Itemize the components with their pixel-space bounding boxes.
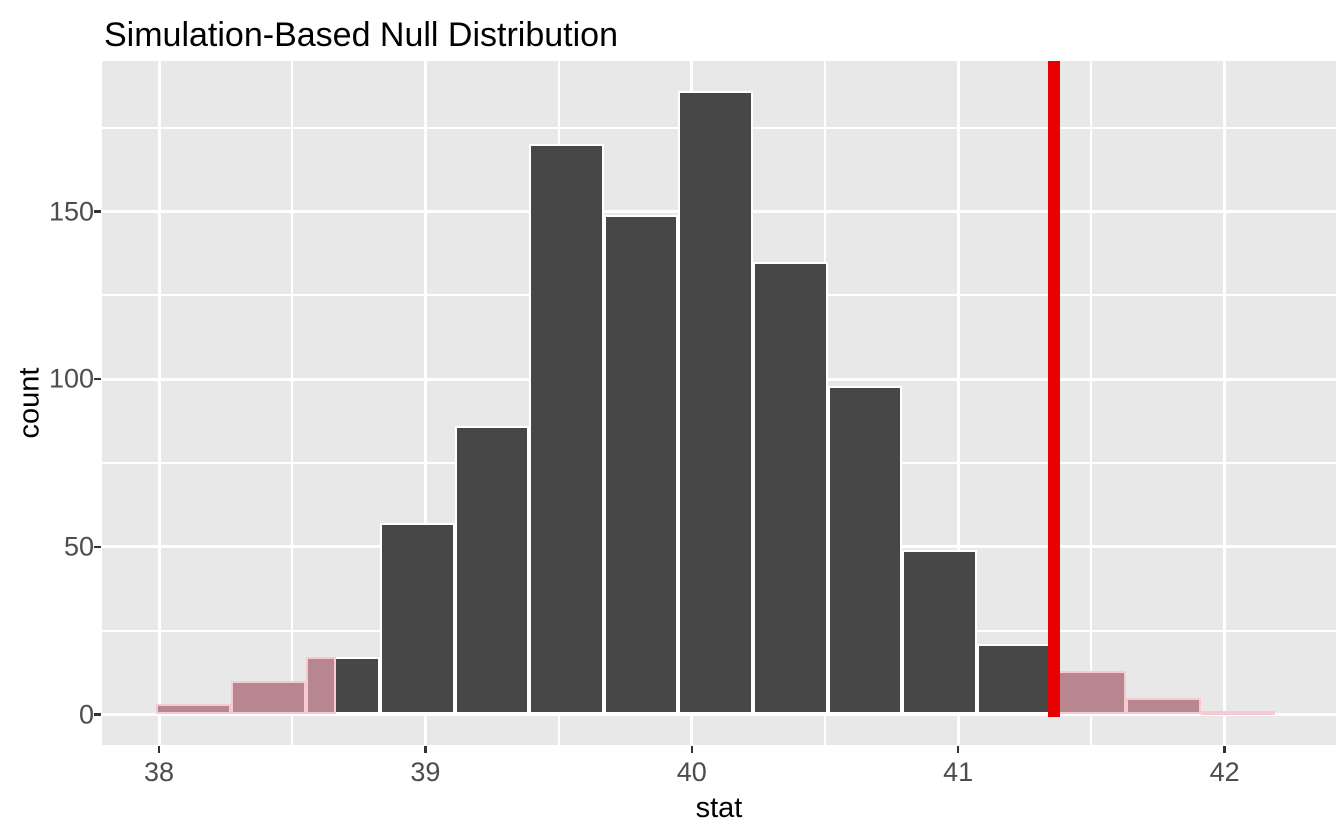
y-tick-label: 100 [48,363,94,394]
histogram-bar [529,144,604,715]
shaded-tail-bar [1054,670,1127,715]
histogram-bar [753,261,828,715]
y-axis-tick [94,545,101,549]
y-tick-label: 0 [78,699,94,729]
y-axis-tick [94,713,101,716]
x-tick-label: 42 [1209,757,1240,787]
plot-title: Simulation-Based Null Distribution [104,16,619,54]
histogram-bar [454,426,530,715]
y-tick-label: 50 [63,531,94,562]
x-tick-label: 40 [676,757,707,787]
plot-panel [102,61,1336,745]
shaded-tail-bar [305,657,337,715]
histogram-bar [827,385,903,715]
shaded-tail-bar [156,704,231,715]
x-axis-tick [956,746,960,753]
shaded-tail-bar [230,680,306,715]
x-axis-title: stat [695,792,743,824]
x-axis-tick [157,746,161,753]
shaded-tail-bar [1126,697,1201,715]
shaded-tail-bar [1200,711,1276,716]
major-gridline-vertical [157,61,161,745]
x-tick-label: 41 [943,757,974,787]
y-axis-title: count [13,367,46,439]
major-gridline-vertical [423,61,427,745]
observed-stat-line [1047,61,1061,717]
x-axis-tick [690,746,694,753]
major-gridline-vertical [956,61,960,745]
x-tick-label: 38 [143,757,175,787]
histogram-bar [603,214,679,715]
x-axis-tick [1223,746,1226,753]
x-tick-label: 39 [410,757,441,787]
y-axis-tick [94,377,101,381]
minor-gridline-vertical [1090,61,1093,745]
histogram-bar [380,523,455,715]
major-gridline-horizontal [102,713,1336,716]
x-axis-tick [424,746,427,753]
histogram-bar [976,644,1052,715]
y-axis-tick [94,210,101,213]
y-tick-label: 150 [48,196,94,227]
histogram-bar [678,90,754,715]
histogram-bar [902,550,977,715]
minor-gridline-vertical [291,61,294,745]
major-gridline-vertical [1223,61,1227,745]
